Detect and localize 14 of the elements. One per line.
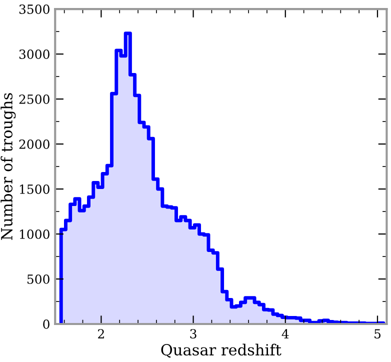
y-tick-label: 2000 [19,139,50,149]
y-tick-label: 3000 [19,50,50,59]
y-tick-label: 1500 [20,184,50,194]
y-tick-label: 0 [43,319,50,329]
y-tick-label: 1000 [20,229,50,239]
y-tick-label: 2500 [19,94,50,104]
y-tick-label: 500 [27,274,50,284]
x-tick-label: 4 [282,329,289,338]
y-axis-title: Number of troughs [0,93,16,240]
x-tick-label: 3 [190,329,196,339]
y-tick-label: 3500 [19,4,50,14]
x-axis-title: Quasar redshift [161,344,282,358]
x-tick-label: 5 [374,329,380,339]
x-tick-label: 2 [98,329,104,338]
